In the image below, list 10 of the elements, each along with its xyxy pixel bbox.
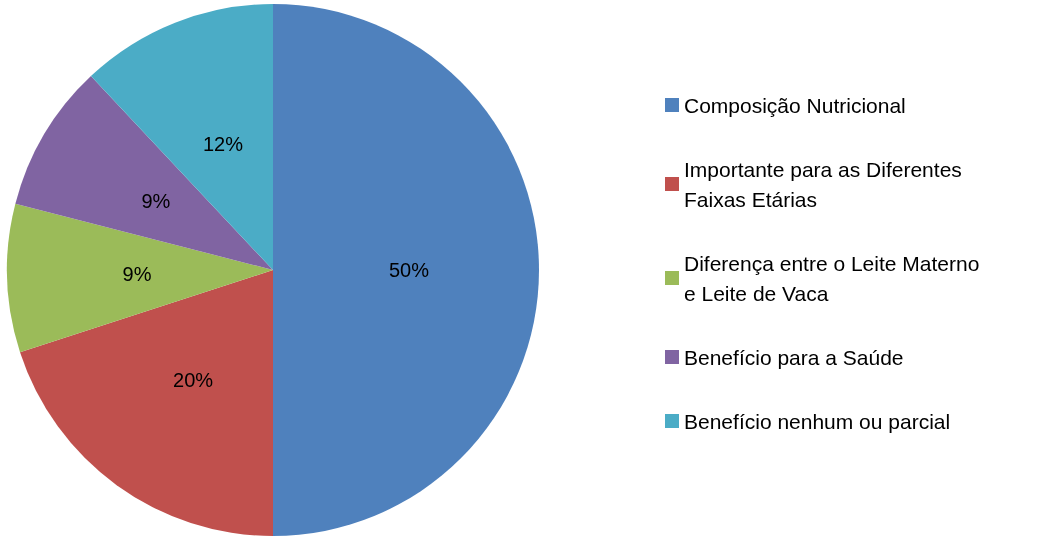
legend-label: Benefício nenhum ou parcial [684,409,951,433]
data-label: 9% [122,263,152,286]
legend-label: Importante para as Diferentes Faixas Etárias [684,157,968,211]
data-label: 12% [202,132,244,155]
legend-label: Benefício para a Saúde [684,345,904,369]
data-label: 20% [173,369,214,392]
data-label: 50% [388,259,430,281]
data-label: 9% [141,189,171,212]
legend-label: Diferença entre o Leite Materno e Leite de Vaca [684,251,986,305]
legend-label: Composição Nutricional [684,93,906,117]
